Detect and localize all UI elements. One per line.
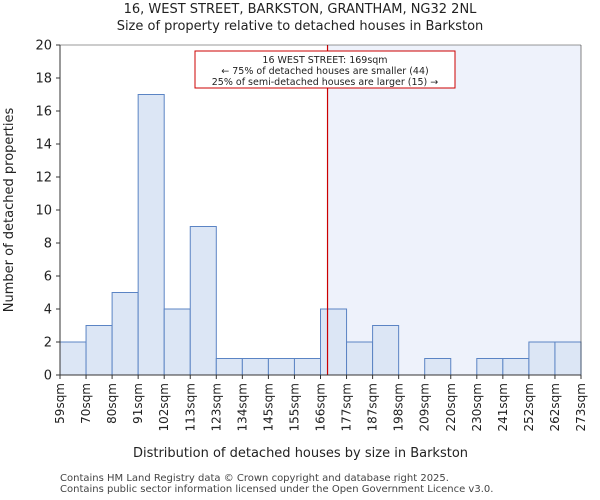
y-tick-label-0: 0: [44, 369, 52, 384]
x-tick-label-166sqm: 166sqm: [314, 383, 328, 431]
x-tick-label-59sqm: 59sqm: [53, 383, 67, 424]
x-tick-label-177sqm: 177sqm: [340, 383, 354, 431]
x-tick-label-155sqm: 155sqm: [287, 383, 301, 431]
bar-123sqm: [215, 358, 243, 376]
chart-title-line1: 16, WEST STREET, BARKSTON, GRANTHAM, NG3…: [123, 2, 477, 17]
x-tick-label-145sqm: 145sqm: [261, 383, 275, 431]
x-tick-label-252sqm: 252sqm: [522, 383, 536, 431]
annotation-line3: 25% of semi-detached houses are larger (…: [212, 77, 439, 88]
x-tick-label-134sqm: 134sqm: [235, 383, 249, 431]
bar-91sqm: [137, 94, 165, 376]
annotation-box: [194, 50, 456, 89]
footer-copyright: Contains HM Land Registry data © Crown c…: [60, 473, 449, 484]
x-tick-label-209sqm: 209sqm: [418, 383, 432, 431]
annotation-line2: ← 75% of detached houses are smaller (44…: [221, 66, 428, 77]
bar-262sqm: [554, 341, 582, 376]
bar-230sqm: [476, 358, 504, 376]
x-tick-label-198sqm: 198sqm: [392, 383, 406, 431]
x-tick-label-230sqm: 230sqm: [470, 383, 484, 431]
y-axis-label: Number of detached properties: [2, 108, 17, 313]
y-tick-label-16: 16: [35, 105, 52, 120]
bar-134sqm: [241, 358, 269, 376]
chart-title-line2: Size of property relative to detached ho…: [116, 19, 484, 34]
y-tick-label-14: 14: [35, 138, 52, 153]
x-tick-label-70sqm: 70sqm: [79, 383, 93, 424]
bar-70sqm: [85, 325, 113, 376]
bar-177sqm: [346, 341, 374, 376]
bar-102sqm: [163, 308, 191, 376]
bar-80sqm: [111, 292, 139, 376]
y-tick-label-8: 8: [44, 237, 52, 252]
x-tick-label-102sqm: 102sqm: [157, 383, 171, 431]
y-tick-label-12: 12: [35, 171, 52, 186]
bar-166sqm: [320, 308, 348, 376]
bar-59sqm: [59, 341, 87, 376]
bar-145sqm: [267, 358, 295, 376]
x-tick-label-187sqm: 187sqm: [366, 383, 380, 431]
x-tick-label-91sqm: 91sqm: [131, 383, 145, 424]
y-tick-label-2: 2: [44, 336, 52, 351]
x-tick-label-220sqm: 220sqm: [444, 383, 458, 431]
y-tick-label-10: 10: [35, 204, 52, 219]
y-tick-label-18: 18: [35, 72, 52, 87]
bar-252sqm: [528, 341, 556, 376]
bar-155sqm: [293, 358, 322, 376]
bar-209sqm: [424, 358, 452, 376]
y-tick-label-6: 6: [44, 270, 52, 285]
x-tick-label-273sqm: 273sqm: [574, 383, 588, 431]
annotation-line1: 16 WEST STREET: 169sqm: [262, 55, 387, 66]
bar-113sqm: [189, 226, 217, 376]
y-tick-label-4: 4: [44, 303, 52, 318]
histogram-chart: 0 2 4 6 8 10 12 14 16 18 20 59sqm 70sqm 80sqm 91sqm 102…: [2, 39, 588, 462]
bar-241sqm: [502, 358, 530, 376]
footer-licence: Contains public sector information licen…: [60, 484, 494, 495]
x-axis-label: Distribution of detached houses by size …: [133, 446, 468, 461]
x-tick-label-113sqm: 113sqm: [183, 383, 197, 431]
x-tick-label-80sqm: 80sqm: [105, 383, 119, 424]
bar-187sqm: [372, 325, 400, 376]
y-tick-label-20: 20: [35, 39, 52, 54]
x-tick-label-123sqm: 123sqm: [209, 383, 223, 431]
highlight-region: [327, 45, 581, 375]
x-tick-label-241sqm: 241sqm: [496, 383, 510, 431]
x-tick-label-262sqm: 262sqm: [548, 383, 562, 431]
